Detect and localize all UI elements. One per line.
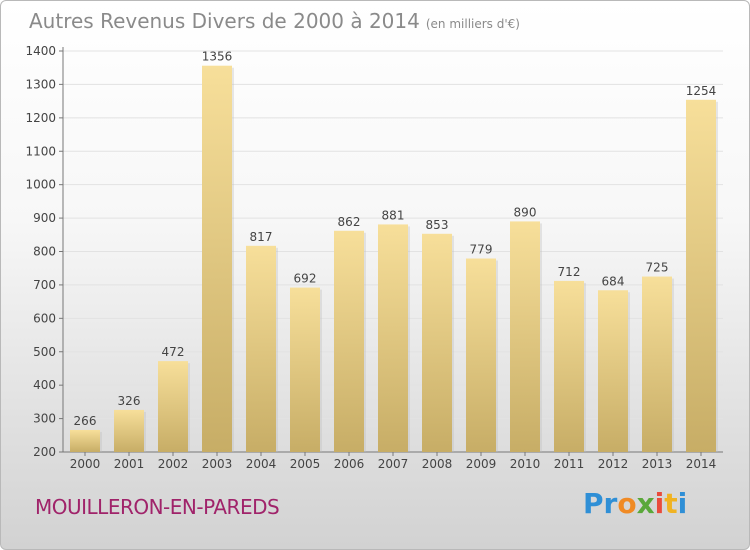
bar-2006	[334, 230, 364, 452]
x-tick-label: 2006	[334, 457, 365, 471]
logo-letter: i	[654, 487, 665, 520]
data-label: 692	[294, 272, 317, 286]
bar-2004	[246, 245, 276, 452]
x-tick-label: 2004	[246, 457, 277, 471]
x-tick-label: 2010	[510, 457, 541, 471]
y-tick-label: 700	[33, 278, 56, 292]
logo-letter: t	[664, 487, 678, 520]
labels: 2000 266 2001 326 2002 472 2003 1356 2004 817 2005…	[70, 50, 717, 471]
x-tick-label: 2009	[466, 457, 497, 471]
y-tick-label: 1000	[25, 178, 56, 192]
bar-2002	[158, 361, 188, 452]
x-tick-label: 2000	[70, 457, 101, 471]
x-tick-label: 2011	[554, 457, 585, 471]
data-label: 712	[558, 265, 581, 279]
y-tick-label: 1400	[25, 44, 56, 58]
data-label: 1356	[202, 50, 233, 64]
logo-letter: o	[617, 487, 637, 520]
bar-2010	[510, 221, 540, 452]
bar-2014	[686, 99, 716, 452]
data-label: 853	[426, 218, 449, 232]
y-tick-label: 500	[33, 345, 56, 359]
y-tick-label: 800	[33, 245, 56, 259]
data-label: 725	[646, 261, 669, 275]
data-label: 862	[338, 215, 361, 229]
y-tick-label: 200	[33, 445, 56, 459]
bar-2009	[466, 258, 496, 452]
bars	[70, 65, 718, 452]
data-label: 684	[602, 274, 625, 288]
y-tick-label: 1200	[25, 111, 56, 125]
bar-2003	[202, 65, 232, 452]
data-label: 817	[250, 230, 273, 244]
bar-2012	[598, 290, 628, 452]
chart-unit: (en milliers d'€)	[425, 17, 520, 31]
y-tick-label: 400	[33, 378, 56, 392]
x-tick-label: 2014	[686, 457, 717, 471]
x-tick-label: 2005	[290, 457, 321, 471]
logo-letter: x	[636, 487, 655, 520]
data-label: 881	[382, 208, 405, 222]
x-tick-label: 2007	[378, 457, 409, 471]
bar-2005	[290, 287, 320, 452]
x-tick-label: 2001	[114, 457, 145, 471]
logo-letter: P	[583, 487, 604, 520]
logo-letter: r	[603, 487, 618, 520]
y-tick-label: 1300	[25, 77, 56, 91]
x-tick-label: 2008	[422, 457, 453, 471]
x-tick-label: 2003	[202, 457, 233, 471]
data-label: 266	[74, 414, 97, 428]
proxiti-logo[interactable]: Proxiti	[583, 487, 687, 520]
data-label: 890	[514, 205, 537, 219]
chart-title: Autres Revenus Divers de 2000 à 2014 (en …	[29, 9, 520, 33]
commune-name: MOUILLERON-EN-PAREDS	[35, 495, 280, 519]
data-label: 779	[470, 243, 493, 257]
y-tick-label: 900	[33, 211, 56, 225]
data-label: 326	[118, 394, 141, 408]
x-tick-label: 2012	[598, 457, 629, 471]
y-tick-label: 300	[33, 412, 56, 426]
x-tick-label: 2013	[642, 457, 673, 471]
axes: 200 300 400 500 600 700 800 900 1000 1100 1200 1300…	[25, 44, 723, 459]
chart-title-text: Autres Revenus Divers de 2000 à 2014	[29, 9, 420, 33]
bar-2011	[554, 280, 584, 452]
bar-2013	[642, 276, 672, 452]
data-label: 1254	[686, 84, 717, 98]
bar-2001	[114, 409, 144, 452]
x-tick-label: 2002	[158, 457, 189, 471]
data-label: 472	[162, 345, 185, 359]
logo-letter: i	[677, 487, 688, 520]
bar-2008	[422, 233, 452, 452]
y-tick-label: 1100	[25, 144, 56, 158]
bar-2000	[70, 429, 100, 452]
y-tick-label: 600	[33, 311, 56, 325]
bar-2007	[378, 224, 408, 452]
